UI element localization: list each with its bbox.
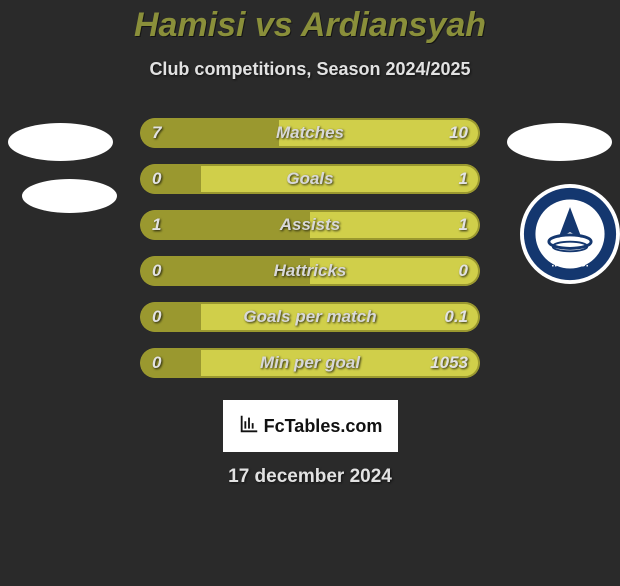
value-right: 1053 xyxy=(430,353,468,373)
bar-container: 1 1 Assists xyxy=(140,210,480,240)
value-left: 0 xyxy=(152,307,161,327)
stat-label: Goals per match xyxy=(243,307,376,327)
comparison-chart: 7 10 Matches 0 1 Goals 1 1 Assists 0 0 Hattricks 0 0.… xyxy=(0,110,620,386)
page-subtitle: Club competitions, Season 2024/2025 xyxy=(0,59,620,80)
value-left: 0 xyxy=(152,261,161,281)
stat-row: 0 0.1 Goals per match xyxy=(0,294,620,340)
value-left: 0 xyxy=(152,169,161,189)
bar-container: 7 10 Matches xyxy=(140,118,480,148)
watermark: FcTables.com xyxy=(223,400,398,452)
value-right: 0 xyxy=(459,261,468,281)
chart-icon xyxy=(238,413,260,440)
value-right: 1 xyxy=(459,215,468,235)
value-right: 10 xyxy=(449,123,468,143)
stat-label: Goals xyxy=(286,169,333,189)
value-right: 1 xyxy=(459,169,468,189)
value-left: 7 xyxy=(152,123,161,143)
stat-row: 7 10 Matches xyxy=(0,110,620,156)
value-left: 0 xyxy=(152,353,161,373)
page-title: Hamisi vs Ardiansyah xyxy=(0,6,620,45)
value-left: 1 xyxy=(152,215,161,235)
stat-label: Assists xyxy=(280,215,340,235)
stat-row: 0 1053 Min per goal xyxy=(0,340,620,386)
stat-label: Matches xyxy=(276,123,344,143)
stat-label: Min per goal xyxy=(260,353,360,373)
bar-container: 0 0 Hattricks xyxy=(140,256,480,286)
value-right: 0.1 xyxy=(444,307,468,327)
bar-container: 0 1 Goals xyxy=(140,164,480,194)
bar-container: 0 1053 Min per goal xyxy=(140,348,480,378)
stat-row: 0 0 Hattricks xyxy=(0,248,620,294)
stat-row: 1 1 Assists xyxy=(0,202,620,248)
bar-left xyxy=(140,302,201,332)
bar-left xyxy=(140,164,201,194)
bar-container: 0 0.1 Goals per match xyxy=(140,302,480,332)
stat-label: Hattricks xyxy=(274,261,347,281)
watermark-text: FcTables.com xyxy=(264,416,383,437)
date-label: 17 december 2024 xyxy=(0,466,620,488)
bar-left xyxy=(140,348,201,378)
bar-right xyxy=(201,164,480,194)
stat-row: 0 1 Goals xyxy=(0,156,620,202)
